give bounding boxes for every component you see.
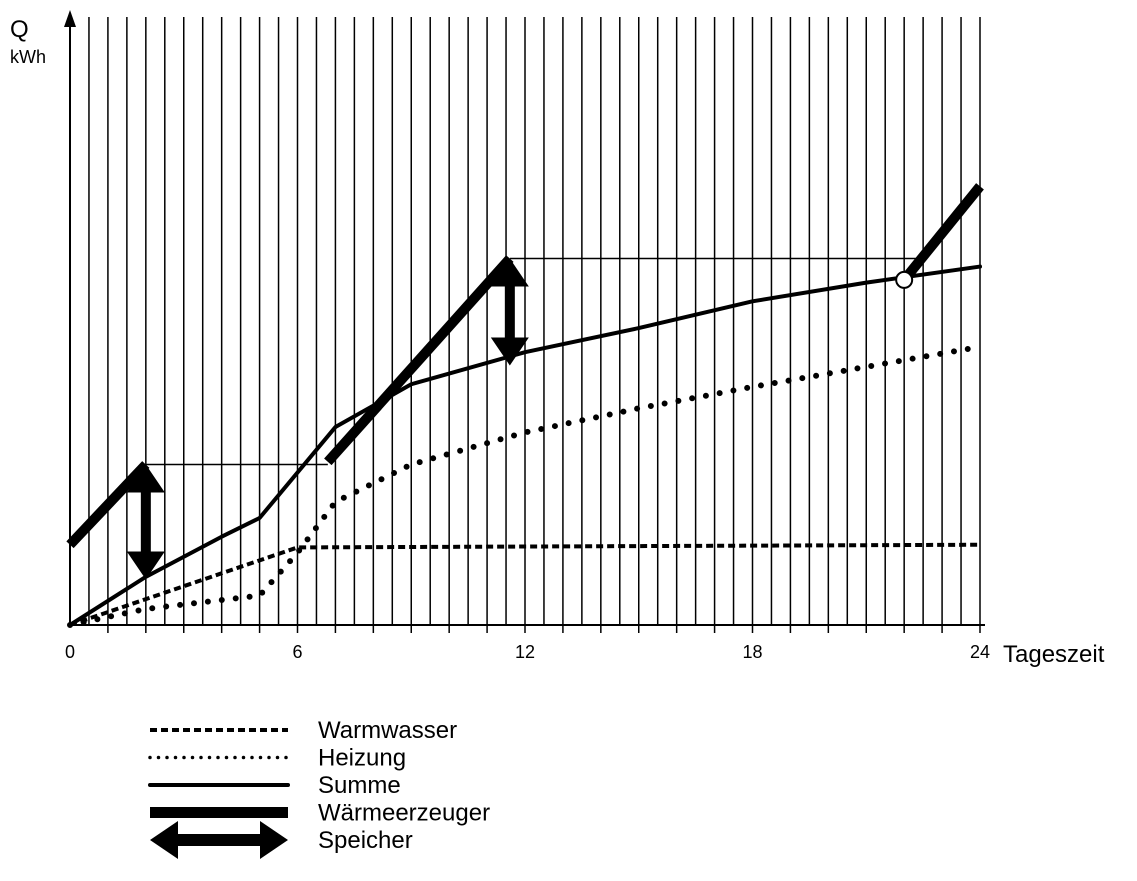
waermeerzeuger-line: [66, 461, 150, 549]
storage-arrows: [126, 258, 529, 580]
x-axis-label: Tageszeit: [1003, 641, 1105, 668]
x-tick-label: 18: [742, 642, 762, 662]
x-ticks: 0 6 12 18 24: [65, 625, 990, 662]
x-tick-label: 0: [65, 642, 75, 662]
summe-line: [68, 264, 982, 627]
waermeerzeuger-line: [900, 183, 984, 284]
waermeerzeuger-line: [324, 255, 514, 466]
legend-heizung-label: Heizung: [318, 745, 406, 772]
warmwasser-line: [69, 542, 981, 627]
series: [66, 183, 984, 628]
reference-lines: [145, 257, 920, 466]
speicher-arrow: [126, 464, 165, 580]
axes: [64, 10, 985, 626]
y-axis-arrowhead: [64, 10, 76, 27]
speicher-arrow: [490, 258, 529, 366]
x-tick-label: 12: [515, 642, 535, 662]
legend-warmwasser-label: Warmwasser: [318, 717, 457, 744]
legend-waermeerzeuger-label: Wärmeerzeuger: [318, 800, 490, 827]
marker: [895, 270, 914, 289]
y-axis-label: Q: [10, 16, 29, 43]
legend: WarmwasserHeizungSummeWärmeerzeugerSpeic…: [148, 717, 490, 859]
x-tick-label: 6: [292, 642, 302, 662]
x-tick-label: 24: [970, 642, 990, 662]
legend-summe-label: Summe: [318, 772, 401, 799]
legend-speicher-swatch: [150, 821, 288, 859]
legend-speicher-label: Speicher: [318, 827, 413, 854]
y-axis-unit: kWh: [10, 47, 46, 67]
intersection-marker: [895, 270, 914, 289]
grid-lines: [88, 17, 981, 625]
